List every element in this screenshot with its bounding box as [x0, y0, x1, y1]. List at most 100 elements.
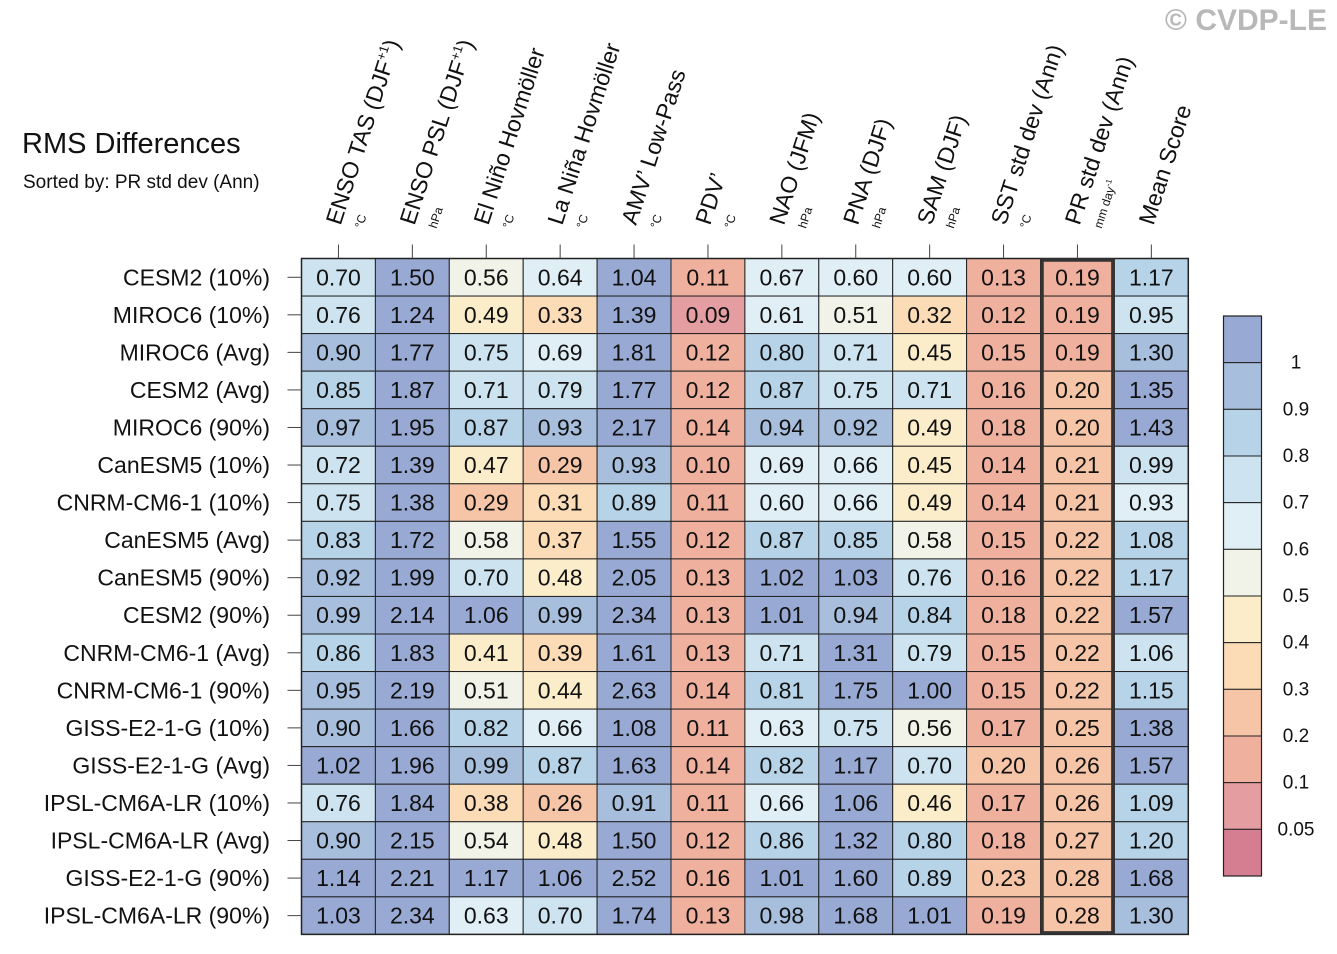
column-unit: hPa: [943, 205, 963, 230]
heatmap-cell: [522, 558, 598, 597]
heatmap-cell: [1040, 746, 1115, 785]
heatmap-cell: [744, 896, 820, 935]
cell-value: 1.50: [612, 828, 657, 854]
heatmap-cell: [892, 333, 968, 372]
cell-value: 0.99: [1129, 452, 1174, 478]
heatmap-cell: [596, 370, 672, 410]
cell-value: 0.69: [538, 339, 583, 365]
cell-value: 0.22: [1055, 527, 1100, 553]
cell-value: 2.17: [612, 414, 657, 440]
heatmap-cell: [670, 520, 746, 560]
row-label: CanESM5 (10%): [97, 452, 270, 478]
cell-value: 0.60: [907, 264, 952, 290]
cell-value: 1.06: [1129, 640, 1174, 666]
heatmap-cell: [1113, 858, 1189, 898]
cell-value: 1.83: [390, 640, 435, 666]
column-unit: °C: [574, 212, 592, 229]
cell-value: 0.85: [316, 377, 361, 403]
cell-value: 0.70: [907, 752, 952, 778]
heatmap-cell: [522, 520, 598, 560]
heatmap-cell: [374, 708, 450, 748]
heatmap-cell: [892, 896, 968, 935]
heatmap-cell: [301, 445, 376, 485]
cell-value: 0.63: [759, 715, 804, 741]
heatmap-cell: [966, 483, 1041, 522]
cell-value: 1.08: [612, 715, 657, 741]
cell-value: 1.96: [390, 752, 435, 778]
heatmap-cell: [744, 370, 820, 410]
cell-value: 1.06: [538, 865, 583, 891]
colorbar-segment: [1223, 502, 1262, 550]
cell-value: 0.51: [833, 302, 878, 328]
heatmap-cell: [892, 858, 968, 898]
cell-value: 0.31: [538, 490, 583, 516]
cell-value: 0.70: [538, 903, 583, 929]
cell-value: 1.35: [1129, 377, 1174, 403]
heatmap-cell: [522, 896, 598, 935]
cell-value: 0.15: [981, 339, 1026, 365]
cell-value: 0.82: [759, 752, 804, 778]
heatmap-cell: [818, 558, 894, 597]
heatmap-cell: [1113, 408, 1189, 447]
cell-value: 0.86: [316, 640, 361, 666]
cell-value: 0.26: [538, 790, 583, 816]
cell-value: 1.17: [1129, 565, 1174, 591]
cell-value: 2.21: [390, 865, 435, 891]
cell-value: 0.71: [759, 640, 804, 666]
cell-value: 0.14: [686, 414, 731, 440]
heatmap-cell: [596, 558, 672, 597]
row-label: GISS-E2-1-G (Avg): [72, 752, 270, 778]
cell-value: 0.41: [464, 640, 509, 666]
heatmap-cell: [818, 408, 894, 447]
cell-value: 0.22: [1055, 677, 1100, 703]
heatmap-cell: [1040, 370, 1115, 410]
cell-value: 0.87: [464, 414, 509, 440]
cell-value: 0.20: [1055, 414, 1100, 440]
heatmap-cell: [301, 783, 376, 823]
cell-value: 1.30: [1129, 903, 1174, 929]
colorbar-label: 1: [1291, 353, 1302, 374]
heatmap-cell: [744, 295, 820, 335]
heatmap-cell: [744, 746, 820, 785]
cell-value: 0.17: [981, 715, 1026, 741]
column-unit: hPa: [426, 205, 446, 230]
cell-value: 0.87: [759, 527, 804, 553]
heatmap-cell: [670, 370, 746, 410]
cell-value: 0.20: [1055, 377, 1100, 403]
cell-value: 1.00: [907, 677, 952, 703]
cell-value: 0.48: [538, 565, 583, 591]
cell-value: 0.49: [907, 490, 952, 516]
colorbar-segment: [1223, 408, 1262, 457]
cell-value: 0.32: [907, 302, 952, 328]
cell-value: 0.47: [464, 452, 509, 478]
cell-value: 0.37: [538, 527, 583, 553]
cell-value: 0.29: [464, 490, 509, 516]
cell-value: 0.89: [907, 865, 952, 891]
heatmap-cell: [966, 783, 1041, 823]
cell-value: 0.10: [686, 452, 731, 478]
cell-value: 0.16: [981, 377, 1026, 403]
heatmap-cell: [966, 408, 1041, 447]
cell-value: 1.01: [759, 602, 804, 628]
heatmap-cell: [301, 821, 376, 860]
heatmap-cell: [1040, 520, 1115, 560]
colorbar-label: 0.4: [1283, 633, 1310, 654]
cell-value: 0.13: [686, 640, 731, 666]
row-label: MIROC6 (Avg): [120, 339, 270, 365]
cell-value: 0.79: [538, 377, 583, 403]
cell-value: 0.14: [686, 677, 731, 703]
column-unit: °C: [352, 212, 370, 229]
cell-value: 0.79: [907, 640, 952, 666]
cell-value: 2.34: [390, 903, 435, 929]
heatmap-cell: [1040, 408, 1115, 447]
cell-value: 0.94: [759, 414, 804, 440]
cell-value: 0.87: [759, 377, 804, 403]
heatmap-cell: [892, 295, 968, 335]
heatmap-cell: [374, 633, 450, 673]
row-label: CESM2 (90%): [123, 602, 270, 628]
heatmap-cell: [892, 445, 968, 485]
cell-value: 0.14: [981, 452, 1026, 478]
cell-value: 0.12: [686, 339, 731, 365]
heatmap-cell: [744, 783, 820, 823]
cell-value: 1.14: [316, 865, 361, 891]
